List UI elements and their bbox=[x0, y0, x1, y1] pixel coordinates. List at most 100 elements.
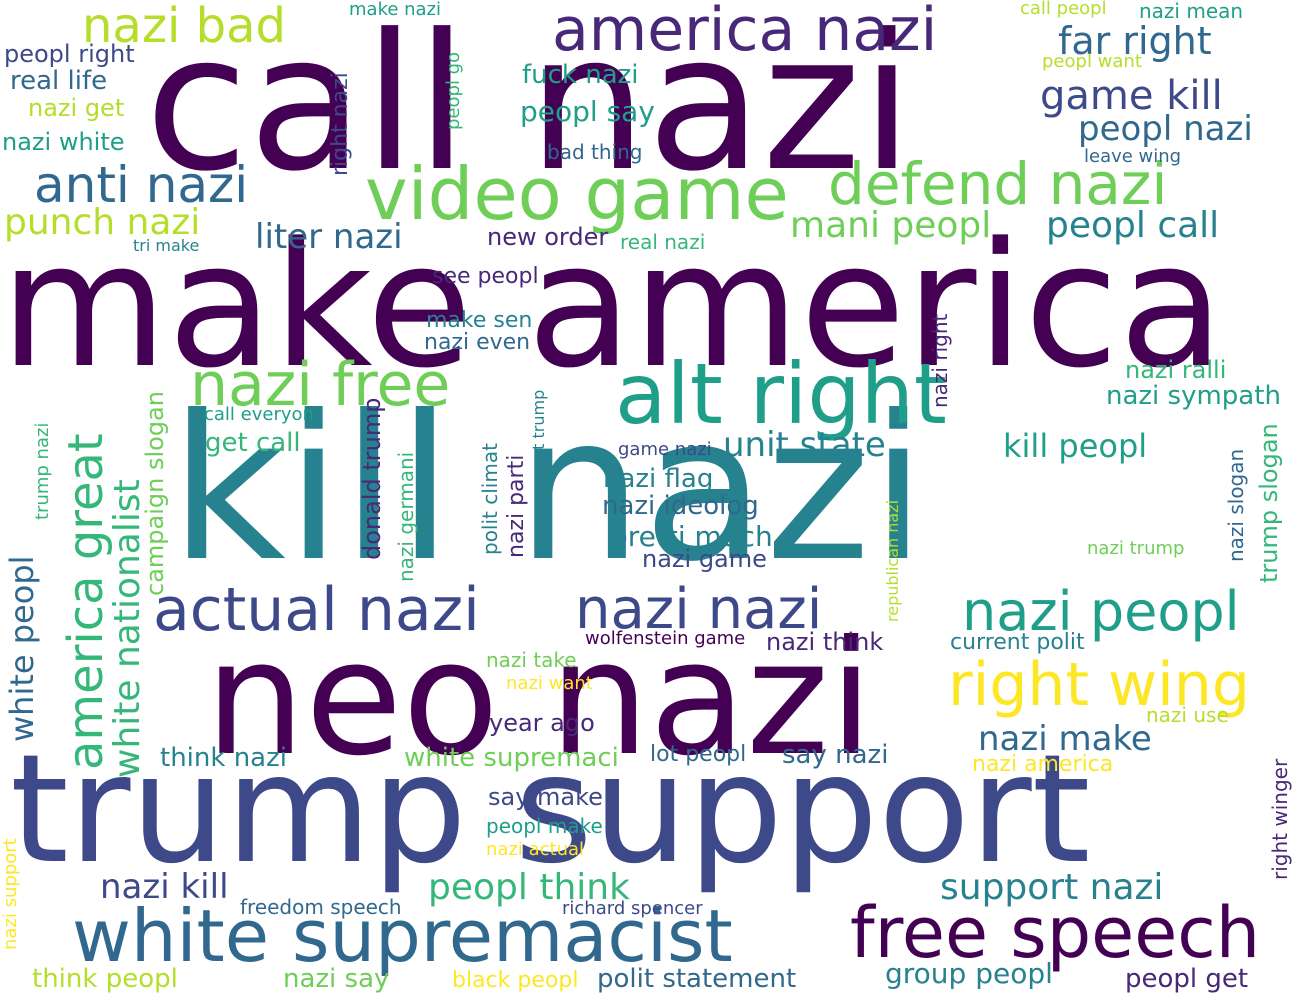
word-nazi-slogan: nazi slogan bbox=[1224, 448, 1248, 562]
word-think-nazi: think nazi bbox=[160, 743, 287, 773]
word-richard-spencer: richard spencer bbox=[562, 898, 703, 919]
word-make-sen: make sen bbox=[426, 308, 533, 333]
word-nazi-parti: nazi parti bbox=[504, 454, 529, 558]
word-freedom-speech: freedom speech bbox=[240, 895, 402, 919]
word-nazi-sympath: nazi sympath bbox=[1106, 381, 1281, 411]
word-peopl-get: peopl get bbox=[1125, 964, 1249, 994]
word-nazi-say: nazi say bbox=[283, 964, 390, 994]
word-trump-support: trump support bbox=[10, 723, 1091, 897]
word-punch-nazi: punch nazi bbox=[4, 202, 201, 243]
word-nazi-even: nazi even bbox=[424, 330, 531, 355]
word-unit-state: unit state bbox=[723, 425, 886, 465]
word-group-peopl: group peopl bbox=[885, 957, 1053, 990]
word-current-polit: current polit bbox=[950, 630, 1085, 655]
word-polit-climat: polit climat bbox=[478, 443, 502, 555]
word-defend-nazi: defend nazi bbox=[828, 150, 1168, 218]
word-nazi-mean: nazi mean bbox=[1139, 0, 1244, 23]
word-nazi-flag: nazi flag bbox=[603, 464, 714, 494]
word-peopl-call: peopl call bbox=[1046, 205, 1220, 246]
word-video-game: video game bbox=[365, 152, 789, 236]
word-get-call: get call bbox=[205, 428, 301, 458]
word-make-nazi: make nazi bbox=[349, 0, 442, 20]
word-tri-make: tri make bbox=[133, 236, 200, 255]
word-nazi-use: nazi use bbox=[1146, 703, 1229, 727]
word-say-make: say make bbox=[488, 783, 603, 811]
word-america-nazi: america nazi bbox=[552, 0, 938, 65]
word-anti-nazi: anti nazi bbox=[34, 156, 249, 214]
word-nazi-trump: nazi trump bbox=[1087, 538, 1185, 559]
word-nazi-peopl: nazi peopl bbox=[962, 580, 1240, 643]
word-nazi-germani: nazi germani bbox=[394, 451, 418, 582]
word-kill-nazi: kill nazi bbox=[170, 373, 926, 606]
word-mani-peopl: mani peopl bbox=[790, 205, 992, 246]
word-peopl-say: peopl say bbox=[520, 95, 655, 128]
word-nazi-make: nazi make bbox=[978, 719, 1152, 759]
word-say-nazi: say nazi bbox=[782, 740, 889, 770]
word-right-wing: right wing bbox=[948, 650, 1250, 720]
word-nazi-take: nazi take bbox=[486, 648, 577, 672]
word-nazi-support: nazi support bbox=[0, 838, 21, 950]
word-white-supremacist: white supremacist bbox=[72, 894, 733, 978]
word-free-speech: free speech bbox=[850, 892, 1261, 974]
word-support-trump: support trump bbox=[529, 389, 548, 505]
word-nazi-game: nazi game bbox=[642, 545, 767, 573]
word-actual-nazi: actual nazi bbox=[153, 575, 480, 645]
word-new-order: new order bbox=[487, 223, 609, 251]
word-make-america: make america bbox=[0, 205, 1225, 406]
word-nazi-ralli: nazi ralli bbox=[1125, 356, 1227, 384]
word-nazi-kill: nazi kill bbox=[100, 867, 229, 907]
word-white-supremaci: white supremaci bbox=[404, 743, 619, 773]
word-nazi-actual: nazi actual bbox=[486, 839, 585, 860]
word-republican-nazi: republican nazi bbox=[883, 499, 902, 622]
word-nazi-white: nazi white bbox=[2, 128, 125, 156]
word-game-kill: game kill bbox=[1040, 73, 1223, 119]
word-peopl-think: peopl think bbox=[428, 867, 630, 908]
word-pretti-much: pretti much bbox=[610, 520, 773, 553]
word-polit-statement: polit statement bbox=[597, 964, 797, 994]
word-year-ago: year ago bbox=[489, 709, 595, 737]
word-peopl-right: peopl right bbox=[4, 40, 135, 68]
word-campaign-slogan: campaign slogan bbox=[141, 391, 169, 596]
word-trump-nazi: trump nazi bbox=[32, 422, 53, 520]
word-nazi-bad: nazi bad bbox=[82, 0, 286, 54]
word-peopl-make: peopl make bbox=[486, 814, 603, 838]
word-support-nazi: support nazi bbox=[940, 867, 1164, 908]
word-trump-slogan: trump slogan bbox=[1255, 423, 1283, 583]
word-fuck-nazi: fuck nazi bbox=[522, 60, 639, 90]
word-bad-thing: bad thing bbox=[547, 140, 643, 164]
word-donald-trump: donald trump bbox=[358, 397, 386, 560]
word-call-peopl: call peopl bbox=[1020, 0, 1107, 19]
word-nazi-ideolog: nazi ideolog bbox=[602, 491, 759, 521]
word-nazi-free: nazi free bbox=[190, 350, 451, 420]
word-nazi-want: nazi want bbox=[506, 673, 593, 694]
word-call-everyon: call everyon bbox=[204, 404, 314, 425]
word-kill-peopl: kill peopl bbox=[1003, 427, 1148, 465]
word-lot-peopl: lot peopl bbox=[650, 742, 747, 767]
word-real-life: real life bbox=[10, 66, 108, 96]
word-alt-right: alt right bbox=[615, 345, 947, 443]
word-nazi-think: nazi think bbox=[766, 628, 884, 656]
word-america-great: america great bbox=[58, 433, 114, 770]
word-think-peopl: think peopl bbox=[32, 964, 178, 994]
word-leave-wing: leave wing bbox=[1084, 146, 1182, 167]
word-right-winger: right winger bbox=[1268, 758, 1292, 880]
word-neo-nazi: neo nazi bbox=[205, 607, 874, 791]
word-peopl-nazi: peopl nazi bbox=[1078, 109, 1253, 149]
word-peopl-want: peopl want bbox=[1042, 51, 1142, 72]
word-see-peopl: see peopl bbox=[432, 264, 539, 289]
word-nazi-nazi: nazi nazi bbox=[575, 577, 823, 642]
word-game-nazi: game nazi bbox=[618, 439, 712, 460]
word-real-nazi: real nazi bbox=[620, 230, 706, 254]
word-white-peopl: white peopl bbox=[3, 555, 41, 742]
word-peopl-go: peopl go bbox=[443, 51, 464, 130]
word-nazi-right: nazi right bbox=[928, 313, 952, 408]
word-call-nazi: call nazi bbox=[145, 0, 914, 213]
word-black-peopl: black peopl bbox=[452, 968, 579, 993]
word-nazi-get: nazi get bbox=[28, 94, 125, 122]
word-wolfenstein-game: wolfenstein game bbox=[585, 628, 746, 649]
word-liter-nazi: liter nazi bbox=[255, 217, 403, 257]
word-nazi-america: nazi america bbox=[972, 752, 1114, 777]
word-far-right: far right bbox=[1058, 19, 1212, 63]
word-right-nazi: right nazi bbox=[328, 72, 353, 176]
